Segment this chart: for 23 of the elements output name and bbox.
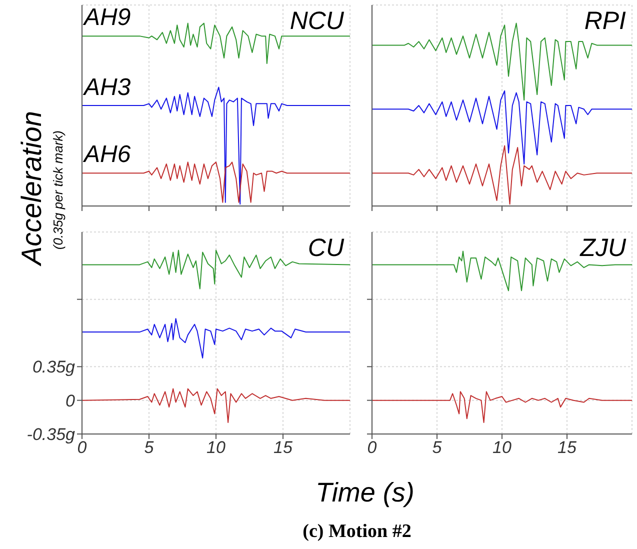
x-axis-title: Time (s) [316,478,414,508]
x-tick-label: 15 [274,438,293,458]
series-label: AH6 [84,141,131,170]
chart-title: ZJU [580,234,626,263]
chart-title: NCU [290,7,344,36]
x-tick-label: 5 [432,438,442,458]
x-tick-label: 15 [558,438,577,458]
y-axis-title: Acceleration [16,110,48,266]
chart-title: CU [308,234,344,263]
chart-title: RPI [584,7,626,36]
x-tick-label: 0 [367,438,378,458]
x-tick-label: 10 [492,438,512,458]
x-tick-label: 10 [206,438,226,458]
x-tick-label: 5 [144,438,154,458]
y-tick-label: 0 [66,391,76,410]
text: (c) Motion #2 [302,521,412,543]
line-series [82,318,350,359]
series-label: AH9 [84,4,131,32]
text: (0.35g per tick mark) [50,130,66,250]
y-tick-label: 0.35g [32,358,76,377]
y-tick-label: -0.35g [26,425,76,444]
line-series [82,388,350,423]
series-label: AH3 [84,74,131,102]
